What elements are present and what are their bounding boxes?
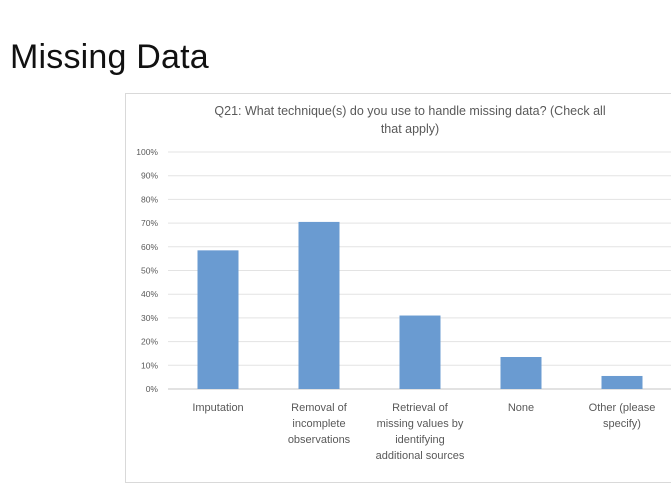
x-category-label-line: observations [288, 434, 351, 446]
x-category-label-line: missing values by [377, 418, 464, 430]
y-tick-label: 60% [141, 242, 158, 252]
y-tick-label: 70% [141, 218, 158, 228]
x-category-label-line: None [508, 402, 534, 414]
y-tick-label: 0% [146, 384, 159, 394]
x-category-label: Other (please specify) [589, 402, 656, 430]
x-category-label-line: Other (please [589, 402, 656, 414]
y-tick-label: 10% [141, 360, 158, 370]
y-tick-label: 100% [136, 147, 158, 157]
bar [601, 375, 643, 389]
y-tick-label: 90% [141, 171, 158, 181]
x-category-label: Removal of incomplete observations [288, 402, 351, 446]
y-tick-label: 30% [141, 313, 158, 323]
bar-chart: 0% 10% 20% 30% 40% 50% 60% 70% 80% 90% 100% Imputat… [136, 147, 671, 462]
bar [298, 221, 340, 389]
x-category-label-line: Imputation [192, 402, 243, 414]
x-category-label-line: additional sources [376, 450, 465, 462]
y-tick-label: 20% [141, 337, 158, 347]
x-category-label: Imputation [192, 402, 243, 414]
chart-title: Q21: What technique(s) do you use to han… [150, 102, 670, 138]
chart-title-line-2: that apply) [380, 122, 440, 136]
x-category-label: Retrieval of missing values by identifying… [376, 402, 465, 462]
y-tick-label: 40% [141, 289, 158, 299]
y-tick-label: 80% [141, 194, 158, 204]
bar [399, 315, 441, 389]
chart-title-line-1: Q21: What technique(s) do you use to han… [214, 104, 606, 118]
x-category-label-line: Removal of [291, 402, 348, 414]
x-category-label: None [508, 402, 534, 414]
x-category-label-line: identifying [395, 434, 445, 446]
x-category-label-line: Retrieval of [392, 402, 449, 414]
x-category-label-line: specify) [603, 418, 641, 430]
slide-title: Missing Data [10, 38, 209, 76]
x-category-label-line: incomplete [292, 418, 345, 430]
bar [500, 357, 542, 389]
bar [197, 250, 239, 389]
y-tick-label: 50% [141, 266, 158, 276]
